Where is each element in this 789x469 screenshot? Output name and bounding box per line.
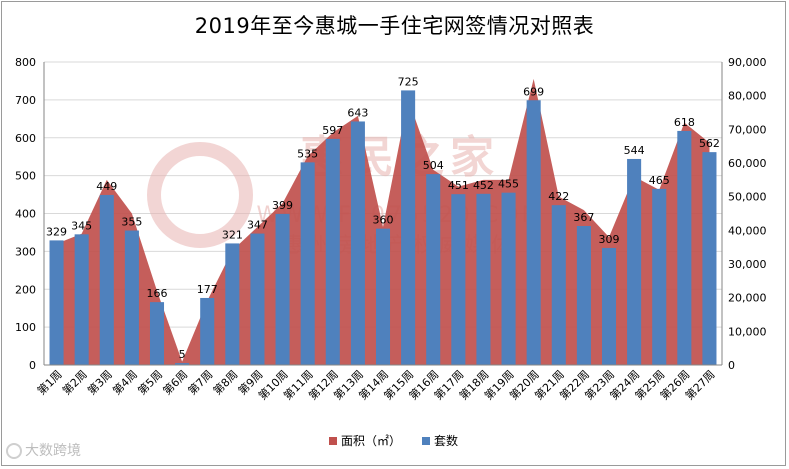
y-left-tick-label: 600: [15, 132, 36, 145]
y-left-tick-label: 400: [15, 208, 36, 221]
bar-套数: [49, 240, 64, 365]
bar-data-label: 345: [71, 219, 92, 232]
chart-title: 2019年至今惠城一手住宅网签情况对照表: [194, 14, 595, 38]
bar-套数: [426, 174, 441, 365]
bar-套数: [526, 100, 541, 365]
x-tick-label: 第1周: [34, 367, 64, 397]
bar-套数: [627, 158, 642, 365]
x-tick-label: 第4周: [110, 367, 140, 397]
bar-data-label: 367: [573, 211, 594, 224]
y-left-tick-label: 300: [15, 245, 36, 258]
bar-套数: [149, 302, 165, 365]
bar-套数: [300, 162, 315, 365]
y-right-tick-label: 40,000: [728, 224, 767, 237]
bar-data-label: 360: [373, 214, 394, 227]
brand-logo-icon: [6, 443, 22, 459]
bar-套数: [501, 192, 516, 365]
bar-data-label: 451: [448, 179, 469, 192]
bar-套数: [677, 130, 692, 365]
y-right-tick-label: 60,000: [728, 157, 767, 170]
bar-套数: [124, 230, 139, 365]
y-left-tick-label: 0: [29, 359, 36, 372]
bar-套数: [375, 228, 391, 365]
y-right-tick-label: 20,000: [728, 292, 767, 305]
bar-data-label: 465: [649, 174, 670, 187]
y-right-tick-label: 0: [728, 359, 735, 372]
bar-data-label: 643: [347, 106, 368, 119]
bar-套数: [652, 188, 667, 365]
x-tick-label: 第7周: [185, 367, 215, 397]
x-tick-label: 第5周: [135, 367, 165, 397]
y-left-tick-label: 800: [15, 56, 36, 69]
bar-data-label: 177: [197, 283, 218, 296]
bar-data-label: 699: [523, 85, 544, 98]
bar-套数: [74, 234, 89, 365]
bar-data-label: 449: [96, 180, 117, 193]
bar-套数: [175, 363, 190, 365]
bar-data-label: 309: [599, 233, 620, 246]
bar-data-label: 725: [398, 75, 419, 88]
y-right-tick-label: 70,000: [728, 123, 767, 136]
y-right-tick-label: 80,000: [728, 90, 767, 103]
legend-label-bar: 套数: [434, 433, 458, 448]
legend-swatch-area: [329, 437, 337, 445]
y-right-tick-label: 10,000: [728, 325, 767, 338]
bar-套数: [325, 138, 340, 365]
bar-套数: [476, 193, 491, 365]
x-tick-label: 第6周: [160, 367, 190, 397]
bar-data-label: 422: [548, 190, 569, 203]
y-left-tick-label: 700: [15, 94, 36, 107]
bar-data-label: 535: [297, 147, 318, 160]
legend-label-area: 面积（㎡）: [341, 434, 401, 448]
bar-data-label: 618: [674, 116, 695, 129]
bar-data-label: 597: [322, 124, 343, 137]
bar-data-label: 355: [121, 216, 142, 229]
bar-data-label: 455: [498, 178, 519, 191]
x-tick-label: 第2周: [59, 367, 89, 397]
bar-data-label: 5: [179, 348, 186, 361]
bar-data-label: 562: [699, 137, 720, 150]
y-left-tick-label: 500: [15, 170, 36, 183]
bar-套数: [451, 194, 466, 365]
footer-logo-text: 大数跨境: [25, 443, 81, 459]
area-series-面积: [56, 78, 710, 365]
bar-data-label: 544: [624, 144, 645, 157]
bar-data-label: 347: [247, 219, 268, 232]
bar-套数: [551, 205, 566, 365]
bar-data-label: 504: [423, 159, 444, 172]
bar-套数: [702, 152, 717, 365]
bar-套数: [601, 247, 617, 365]
bar-data-label: 321: [222, 228, 243, 241]
bar-data-label: 166: [147, 287, 168, 300]
bar-data-label: 399: [272, 199, 293, 212]
bar-套数: [275, 213, 290, 365]
bar-套数: [225, 243, 240, 365]
bar-套数: [576, 225, 591, 365]
y-right-tick-label: 30,000: [728, 258, 767, 271]
watermark-logo-icon: [147, 142, 253, 248]
bar-套数: [401, 90, 416, 365]
footer-logo: 大数跨境: [6, 440, 81, 460]
bar-套数: [250, 233, 265, 365]
bar-data-label: 329: [46, 225, 67, 238]
y-right-tick-label: 90,000: [728, 56, 767, 69]
x-tick-label: 第8周: [210, 367, 240, 397]
bar-套数: [200, 297, 215, 365]
x-tick-label: 第3周: [84, 367, 114, 397]
y-left-tick-label: 100: [15, 321, 36, 334]
y-right-tick-label: 50,000: [728, 191, 767, 204]
legend-swatch-bar: [422, 437, 430, 445]
y-left-tick-label: 200: [15, 283, 36, 296]
bar-套数: [350, 121, 365, 366]
bar-套数: [99, 194, 114, 365]
bar-data-label: 452: [473, 179, 494, 192]
